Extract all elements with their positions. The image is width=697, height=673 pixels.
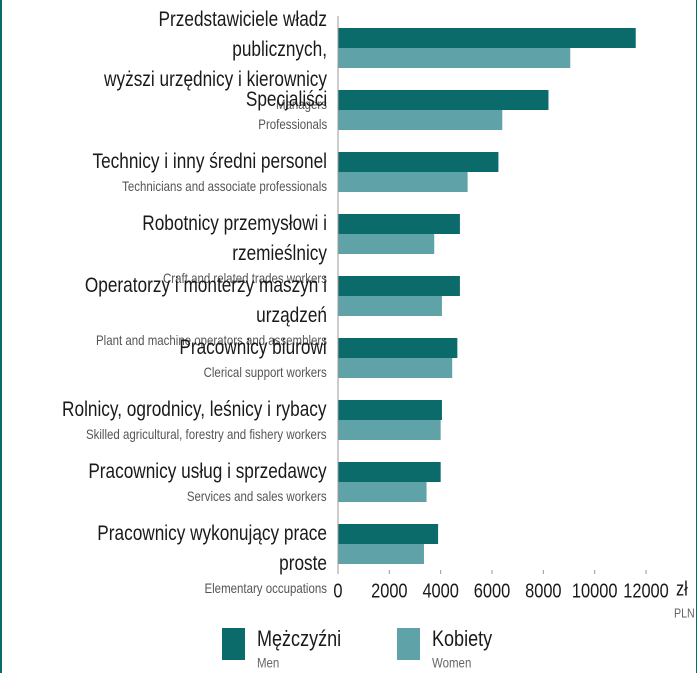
bar (338, 462, 441, 482)
category-name: Robotnicy przemysłowi i rzemieślnicy (142, 212, 327, 265)
x-unit-en: PLN (674, 605, 695, 620)
bar (338, 544, 424, 564)
bar (338, 152, 499, 172)
category-label: Operatorzy i monterzy maszyn i urządzeń P… (61, 271, 327, 349)
bar (338, 172, 468, 192)
legend-swatch (397, 628, 420, 660)
category-name-en: Elementary occupations (204, 580, 327, 596)
bar (338, 48, 571, 68)
category-name: Technicy i inny średni personel (92, 150, 327, 173)
bar (338, 276, 460, 296)
category-name: Pracownicy usług i sprzedawcy (88, 460, 327, 483)
x-tick-label: 6000 (474, 579, 510, 602)
x-tick-label: 4000 (422, 579, 458, 602)
category-name-en: Skilled agricultural, forestry and fishe… (86, 426, 328, 442)
x-tick-label: 8000 (525, 579, 561, 602)
legend-label-en: Women (432, 655, 471, 671)
category-name: Przedstawiciele władz publicznych, wyższ… (104, 8, 327, 91)
legend-swatch (222, 628, 245, 660)
category-label: Specjaliści Professionals (246, 85, 327, 133)
category-label: Pracownicy biurowi Clerical support worke… (180, 333, 327, 381)
category-name-en: Craft and related trades workers (163, 270, 327, 286)
bar (338, 400, 442, 420)
bar (338, 214, 460, 234)
category-name-en: Clerical support workers (203, 364, 327, 380)
category-name-en: Professionals (258, 116, 327, 132)
x-tick-label: 12000 (623, 579, 669, 602)
legend-label: Kobiety (432, 627, 493, 651)
bar (338, 90, 549, 110)
bar (338, 338, 458, 358)
bar (338, 482, 427, 502)
x-unit: zł (676, 577, 688, 600)
legend-label-en: Men (257, 655, 279, 671)
bar (338, 358, 453, 378)
bar (338, 296, 442, 316)
category-name-en: Technicians and associate professionals (122, 178, 327, 194)
bar (338, 110, 503, 130)
category-name-en: Managers (275, 96, 327, 112)
category-name: Pracownicy biurowi (179, 336, 327, 359)
category-name-en: Plant and machine operators and assemble… (95, 332, 327, 348)
bar (338, 28, 636, 48)
bar (338, 420, 441, 440)
legend-label: Mężczyźni (257, 627, 341, 651)
category-label: Pracownicy wykonujący prace proste Elemen… (61, 519, 327, 597)
category-label: Rolnicy, ogrodnicy, leśnicy i rybacy Skil… (63, 395, 327, 443)
category-name: Operatorzy i monterzy maszyn i urządzeń (84, 274, 327, 327)
x-tick-label: 10000 (572, 579, 618, 602)
x-tick-label: 0 (333, 579, 342, 602)
category-label: Przedstawiciele władz publicznych, wyższ… (61, 5, 327, 113)
category-label: Technicy i inny średni personel Technicia… (92, 147, 327, 195)
category-label: Pracownicy usług i sprzedawcy Services an… (89, 457, 327, 505)
category-name: Specjaliści (245, 88, 327, 111)
category-name: Pracownicy wykonujący prace proste (97, 522, 327, 575)
bar (338, 234, 435, 254)
bar (338, 524, 439, 544)
category-name: Rolnicy, ogrodnicy, leśnicy i rybacy (62, 398, 327, 421)
category-label: Robotnicy przemysłowi i rzemieślnicy Craf… (61, 209, 327, 287)
x-tick-label: 2000 (371, 579, 407, 602)
category-name-en: Services and sales workers (187, 488, 327, 504)
